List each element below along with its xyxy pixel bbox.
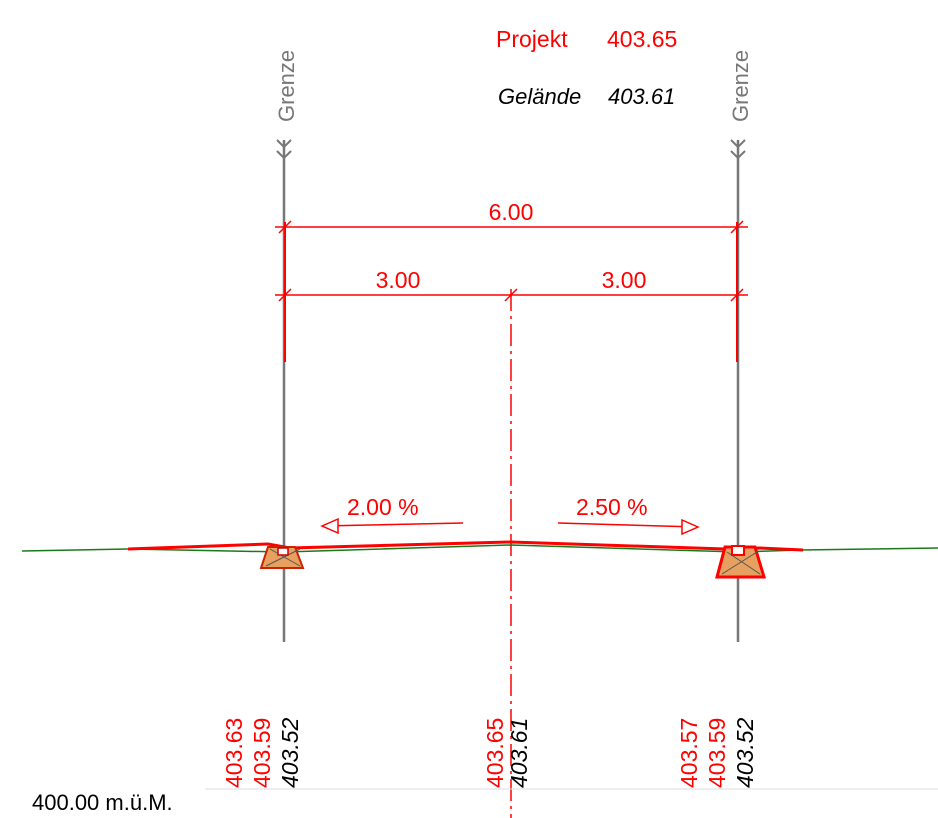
right-boundary-label: Grenze: [728, 50, 753, 122]
projekt-label: Projekt: [496, 26, 568, 52]
station-left-edge: 403.59: [249, 718, 275, 788]
dimension-total-label: 6.00: [489, 199, 534, 225]
station-left-terrain: 403.52: [277, 717, 303, 788]
station-center-terrain: 403.61: [506, 718, 532, 788]
station-center-elevations: 403.65 403.61: [482, 718, 532, 788]
station-right-projekt: 403.57: [676, 718, 702, 788]
projekt-value: 403.65: [607, 26, 677, 52]
slope-left-label: 2.00 %: [347, 494, 419, 520]
station-right-terrain: 403.52: [732, 717, 758, 788]
slope-right: 2.50 %: [558, 494, 698, 534]
slope-right-label: 2.50 %: [576, 494, 648, 520]
dimension-left-label: 3.00: [376, 267, 421, 293]
dimension-right-label: 3.00: [602, 267, 647, 293]
gelaende-value: 403.61: [608, 84, 675, 109]
station-right-elevations: 403.57 403.59 403.52: [676, 717, 758, 788]
station-left-elevations: 403.63 403.59 403.52: [221, 717, 303, 788]
dimension-total: 6.00: [275, 199, 748, 233]
left-curb: [261, 547, 303, 568]
station-right-edge: 403.59: [704, 718, 730, 788]
gelaende-label: Gelände: [498, 84, 581, 109]
slope-left: 2.00 %: [322, 494, 463, 533]
left-boundary-label: Grenze: [274, 50, 299, 122]
datum-label: 400.00 m.ü.M.: [32, 790, 173, 815]
right-curb: [717, 546, 764, 577]
station-center-projekt: 403.65: [482, 718, 508, 788]
station-left-projekt: 403.63: [221, 718, 247, 788]
